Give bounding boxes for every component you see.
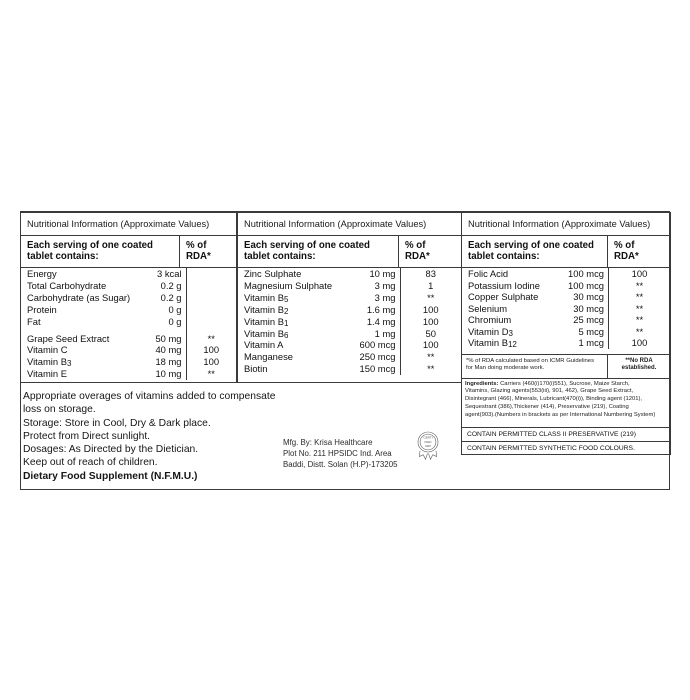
svg-text:FIED: FIED [424,440,432,444]
svg-text:GMP: GMP [425,444,431,448]
svg-text:CERTI: CERTI [423,435,432,439]
